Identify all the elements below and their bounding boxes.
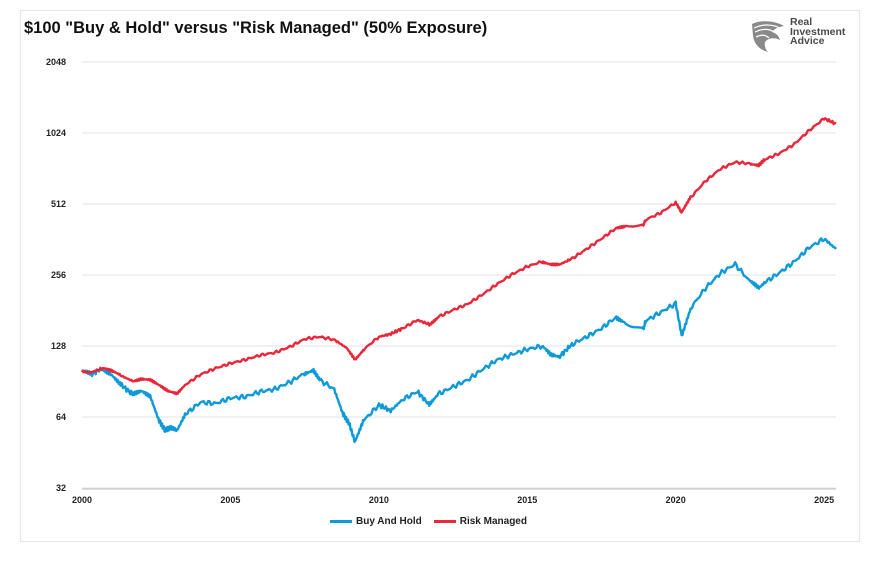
- legend-item-risk-managed: Risk Managed: [433, 515, 527, 527]
- logo-line-1: Real: [790, 16, 813, 28]
- chart-title: $100 "Buy & Hold" versus "Risk Managed" …: [24, 19, 488, 37]
- x-tick-label-2000: 2000: [72, 495, 92, 505]
- logo-line-3: Advice: [790, 35, 825, 47]
- legend-swatch-buy-and-hold: [330, 519, 352, 523]
- x-axis-ticks: 2000 2005 2010 2015 2020 2025: [72, 495, 834, 505]
- logo-text: Real Investment Advice: [790, 16, 846, 47]
- legend-label-buy-and-hold: Buy And Hold: [356, 515, 422, 527]
- gridlines: [82, 61, 836, 489]
- logo: Real Investment Advice: [748, 16, 848, 54]
- legend-item-buy-and-hold: Buy And Hold: [330, 516, 422, 527]
- y-tick-label-2048: 2048: [46, 57, 66, 67]
- y-tick-label-1024: 1024: [46, 128, 66, 138]
- x-tick-label-2010: 2010: [369, 495, 389, 505]
- x-tick-label-2025: 2025: [814, 495, 834, 505]
- series-lines: [80, 117, 837, 444]
- y-tick-label-64: 64: [56, 412, 66, 422]
- x-tick-label-2015: 2015: [517, 495, 537, 505]
- legend-label-risk-managed: Risk Managed: [459, 515, 527, 527]
- logo-line-2: Investment: [790, 25, 846, 38]
- series-line-buy-and-hold: [81, 237, 837, 444]
- y-tick-label-128: 128: [51, 341, 66, 351]
- legend: Buy And Hold Risk Managed: [330, 513, 527, 529]
- y-tick-label-512: 512: [51, 199, 66, 209]
- legend-swatch-risk-managed: [433, 519, 456, 523]
- eagle-head-icon: [752, 21, 784, 52]
- series-line-risk-managed: [80, 117, 837, 396]
- x-tick-label-2020: 2020: [666, 495, 686, 505]
- y-tick-label-32: 32: [56, 483, 66, 493]
- y-axis-ticks: 32 64 128 256 512 1024 2048: [46, 57, 66, 493]
- x-tick-label-2005: 2005: [220, 495, 240, 505]
- y-tick-label-256: 256: [51, 270, 66, 280]
